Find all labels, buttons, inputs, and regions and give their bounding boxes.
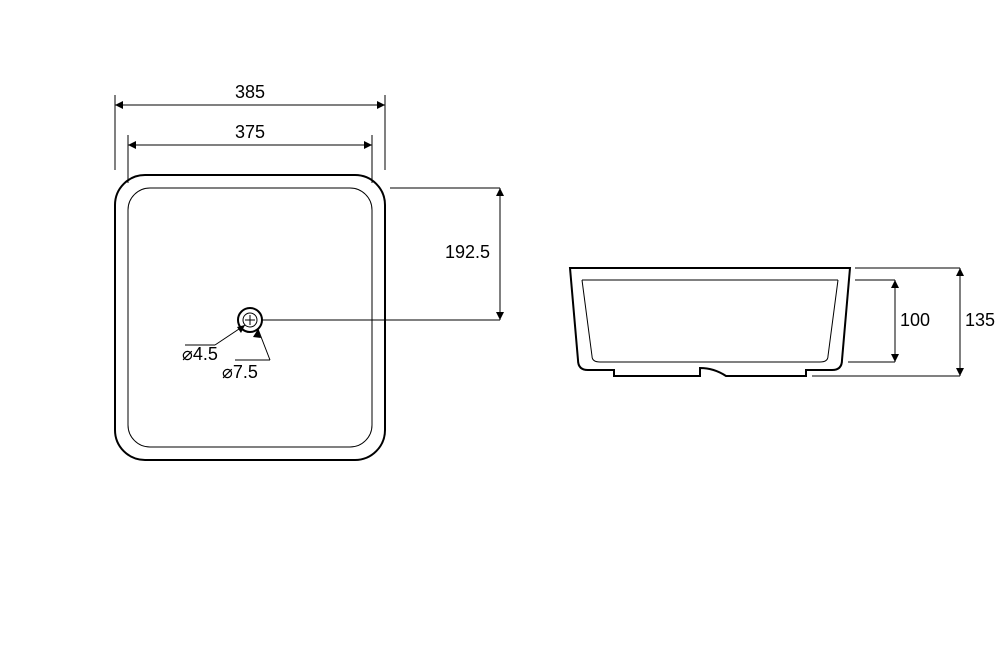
arrowhead — [115, 101, 123, 109]
arrowhead — [128, 141, 136, 149]
arrowhead — [496, 312, 504, 320]
side-view-outer — [570, 268, 850, 376]
dim-label-hole-inner: ⌀4.5 — [182, 344, 218, 364]
side-view-inner-basin — [582, 280, 838, 362]
dim-label-outer-height: 135 — [965, 310, 995, 330]
arrowhead — [956, 268, 964, 276]
arrowhead — [891, 354, 899, 362]
dim-label-inner-depth: 100 — [900, 310, 930, 330]
dim-label-outer-width: 385 — [235, 82, 265, 102]
dim-label-half-height: 192.5 — [445, 242, 490, 262]
arrowhead — [364, 141, 372, 149]
arrowhead — [956, 368, 964, 376]
dim-label-hole-outer: ⌀7.5 — [222, 362, 258, 382]
dim-label-inner-width: 375 — [235, 122, 265, 142]
arrowhead — [891, 280, 899, 288]
drawing-canvas: 385 375 192.5 ⌀4.5 ⌀7.5 100 135 — [0, 0, 1000, 666]
leader-line — [258, 329, 270, 360]
arrowhead — [496, 188, 504, 196]
arrowhead — [377, 101, 385, 109]
